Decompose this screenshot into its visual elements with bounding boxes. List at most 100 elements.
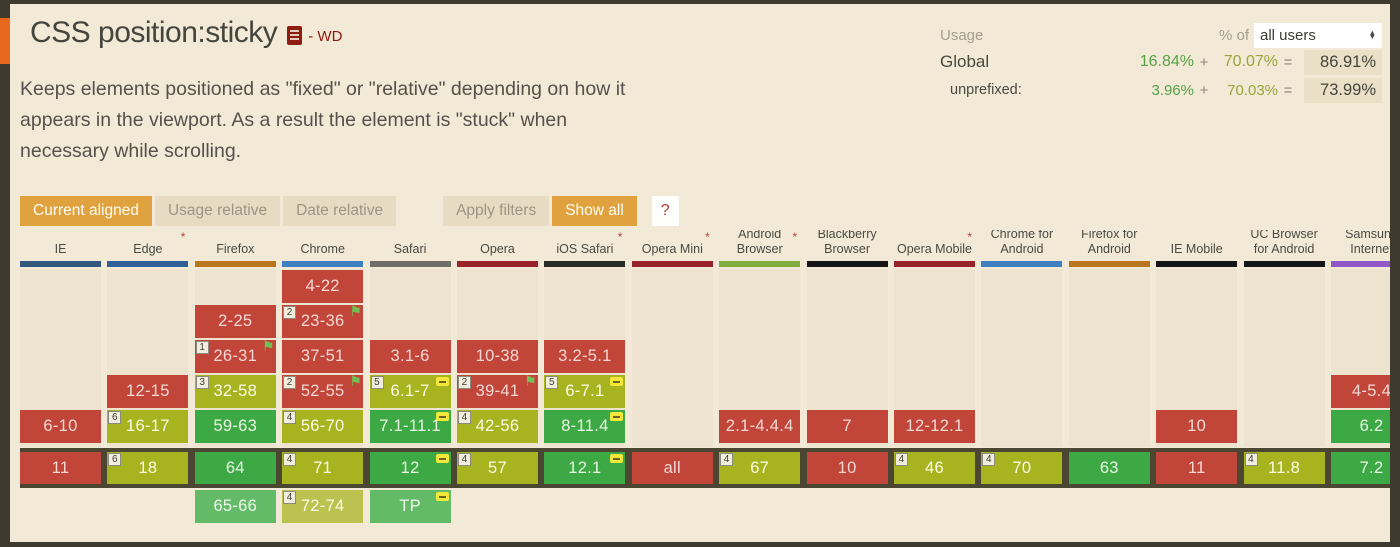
button-show-all[interactable]: Show all (552, 196, 637, 226)
button-apply-filters[interactable]: Apply filters (443, 196, 550, 226)
feature-header: CSS position:sticky - WD (30, 16, 342, 50)
support-cell-label: TP (399, 497, 421, 515)
partial-minus-icon (435, 492, 449, 501)
partial-minus-icon (610, 412, 624, 421)
flag-icon: ⚑ (349, 373, 363, 389)
equals-sign: = (1283, 81, 1293, 99)
note-badge[interactable]: 4 (1244, 453, 1258, 466)
browser-column-chrome-for-android: Chrome for Android 4 70 (981, 230, 1063, 532)
support-cell-label: 6-7.1 (565, 382, 605, 400)
support-cell-label: 52-55 (300, 382, 345, 400)
support-cell: 4 42-56 (457, 410, 538, 443)
partial-minus-icon (610, 454, 624, 463)
support-cell: 7 (806, 410, 888, 443)
usage-label: Usage (940, 26, 984, 44)
footnote-asterisk: * (967, 230, 972, 244)
support-cell-label: 10-38 (475, 347, 520, 365)
browser-color-bar (631, 261, 713, 267)
note-badge[interactable]: 2 (283, 376, 297, 389)
support-cell-label: 46 (925, 458, 944, 477)
note-badge[interactable]: 6 (108, 453, 122, 466)
browser-column-opera: Opera 10-38 2 ⚑ 39-41 4 42-56 4 57 (457, 230, 538, 532)
browser-color-bar (894, 261, 975, 267)
support-cell: 6.2 (1331, 410, 1390, 443)
note-badge[interactable]: 5 (370, 376, 384, 389)
support-cell: 12-15 (107, 375, 189, 408)
note-badge[interactable]: 4 (458, 453, 471, 466)
support-cell: 63 (1068, 452, 1150, 484)
partial-minus-icon (610, 377, 624, 386)
support-cell-label: 2.1-4.4.4 (725, 417, 794, 435)
note-badge[interactable]: 3 (195, 376, 209, 389)
support-cell: 1 ⚑ 26-31 (194, 338, 276, 373)
usage-full: 70.03% (1227, 81, 1278, 99)
usage-total: 73.99% (1304, 77, 1382, 103)
note-badge[interactable]: 1 (195, 341, 209, 354)
support-cell-label: 71 (313, 458, 333, 477)
equals-sign: = (1283, 53, 1293, 71)
browser-color-bar (1243, 261, 1325, 267)
support-cell-label: 4-22 (305, 277, 340, 295)
support-cell: 7.2 (1331, 452, 1390, 484)
browser-name: Safari (393, 242, 427, 256)
button-current-aligned[interactable]: Current aligned (20, 196, 152, 226)
support-cell: 4 67 (719, 452, 801, 484)
browser-color-bar (806, 261, 888, 267)
plus-sign: + (1199, 81, 1209, 99)
support-cell: 5 6.1-7 (369, 375, 451, 408)
browser-column-uc-browser-for-android: UC Browser for Android 4 11.8 (1243, 230, 1325, 532)
note-badge[interactable]: 4 (982, 453, 996, 466)
browser-column-edge: * Edge 12-15 6 16-17 6 18 (107, 230, 189, 532)
browser-color-bar (194, 261, 276, 267)
note-badge[interactable]: 4 (283, 453, 297, 466)
browser-name: Android Browser (736, 230, 783, 256)
flag-icon: ⚑ (524, 373, 537, 389)
note-badge[interactable]: 6 (108, 411, 122, 424)
support-cell: 8-11.4 (544, 410, 626, 443)
usage-source-select[interactable]: all users ▲ ▼ (1254, 22, 1382, 48)
support-cell: 4-22 (282, 270, 364, 303)
support-cell: 3.2-5.1 (544, 340, 626, 373)
support-cell: 3.1-6 (369, 340, 451, 373)
note-badge[interactable]: 4 (895, 453, 908, 466)
support-cell-label: 12.1 (568, 458, 602, 477)
browser-color-bar (719, 261, 801, 267)
support-cell-label: 10 (837, 458, 857, 477)
flag-icon: ⚑ (349, 303, 363, 319)
spec-status-label[interactable]: - WD (308, 27, 343, 45)
column-background (1068, 269, 1150, 447)
usage-values: 16.84% +70.07% = 86.91% (1130, 49, 1382, 75)
support-cell: 12 (369, 452, 451, 484)
support-cell-label: 32-58 (213, 382, 258, 400)
browser-color-bar (457, 261, 538, 267)
button-date-relative[interactable]: Date relative (283, 196, 397, 226)
note-badge[interactable]: 4 (283, 411, 297, 424)
note-badge[interactable]: 4 (283, 491, 297, 504)
button-usage-relative[interactable]: Usage relative (154, 196, 281, 226)
note-badge[interactable]: 4 (720, 453, 734, 466)
browser-color-bar (1068, 261, 1150, 267)
browser-name: iOS Safari (556, 242, 614, 256)
note-badge[interactable]: 2 (458, 376, 471, 389)
column-background (631, 269, 713, 447)
footnote-asterisk: * (792, 230, 798, 244)
note-badge[interactable]: 2 (283, 306, 297, 319)
support-cell-label: 11 (51, 458, 70, 477)
document-icon[interactable] (287, 25, 303, 45)
usage-panel: Usage % of all users ▲ ▼ Global 16.84% +70.… (940, 22, 1382, 104)
support-cell-label: 6.2 (1359, 417, 1384, 435)
browser-column-opera-mini: * Opera Mini all (631, 230, 713, 532)
browser-name: Samsung Internet (1345, 230, 1390, 256)
support-cell: 10 (1156, 410, 1238, 443)
note-badge[interactable]: 5 (545, 376, 559, 389)
note-badge[interactable]: 4 (458, 411, 471, 424)
button-help[interactable]: ? (651, 196, 679, 226)
page-background: CSS position:sticky - WD Keeps elements … (10, 4, 1390, 542)
support-cell-label: 59-63 (213, 417, 258, 435)
support-cell: 4 11.8 (1243, 452, 1325, 484)
support-cell: 6-10 (20, 410, 101, 443)
browser-color-bar (1331, 261, 1390, 267)
support-cell-label: 70 (1012, 458, 1032, 477)
support-cell: 64 (194, 452, 276, 484)
support-cell: 5 6-7.1 (544, 375, 626, 408)
